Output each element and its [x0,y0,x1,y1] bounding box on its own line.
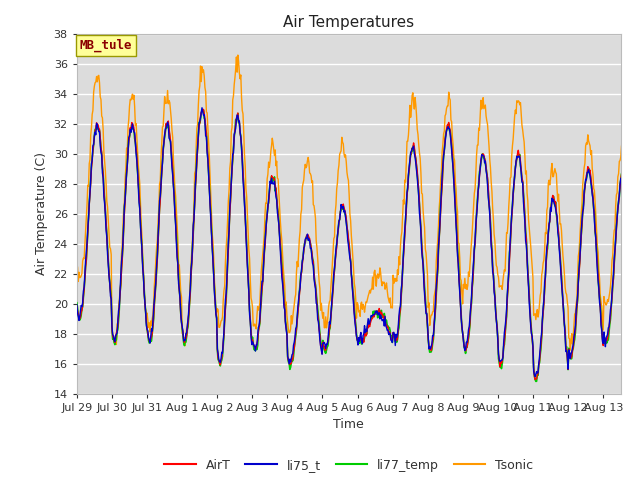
X-axis label: Time: Time [333,418,364,431]
li77_temp [73,300,81,306]
AirT [417,214,424,220]
Tsonic [139,253,147,259]
AirT [448,143,456,148]
Tsonic [566,347,574,353]
Line: li77_temp: li77_temp [77,110,638,382]
li75_t [73,302,81,308]
li77_temp [200,107,207,113]
li77_temp [634,323,640,328]
Y-axis label: Air Temperature (C): Air Temperature (C) [35,152,48,275]
li77_temp [292,333,300,339]
Tsonic [73,265,81,271]
Line: li75_t: li75_t [77,108,638,376]
li75_t [243,248,250,253]
Tsonic [243,193,250,199]
Text: MB_tule: MB_tule [79,39,132,52]
li77_temp [271,174,278,180]
Tsonic [292,291,300,297]
Tsonic [448,119,456,125]
li75_t [448,148,456,154]
Tsonic [271,153,278,158]
AirT [271,176,278,181]
Tsonic [234,52,242,58]
li77_temp [243,241,250,247]
AirT [531,377,539,383]
li75_t [139,265,147,271]
li77_temp [417,215,424,221]
Legend: AirT, li75_t, li77_temp, Tsonic: AirT, li75_t, li77_temp, Tsonic [159,454,538,477]
AirT [200,107,207,112]
AirT [292,330,300,336]
AirT [243,243,250,249]
li75_t [531,373,539,379]
Line: AirT: AirT [77,109,638,380]
AirT [73,303,81,309]
li77_temp [448,144,456,150]
AirT [634,326,640,332]
Tsonic [417,156,424,162]
Tsonic [634,292,640,298]
Line: Tsonic: Tsonic [77,55,638,350]
li75_t [271,179,278,184]
li75_t [292,326,300,332]
Title: Air Temperatures: Air Temperatures [284,15,414,30]
li75_t [417,217,424,223]
li75_t [634,324,640,330]
li77_temp [139,259,147,265]
AirT [139,262,147,267]
li77_temp [532,379,540,384]
li75_t [198,105,206,111]
